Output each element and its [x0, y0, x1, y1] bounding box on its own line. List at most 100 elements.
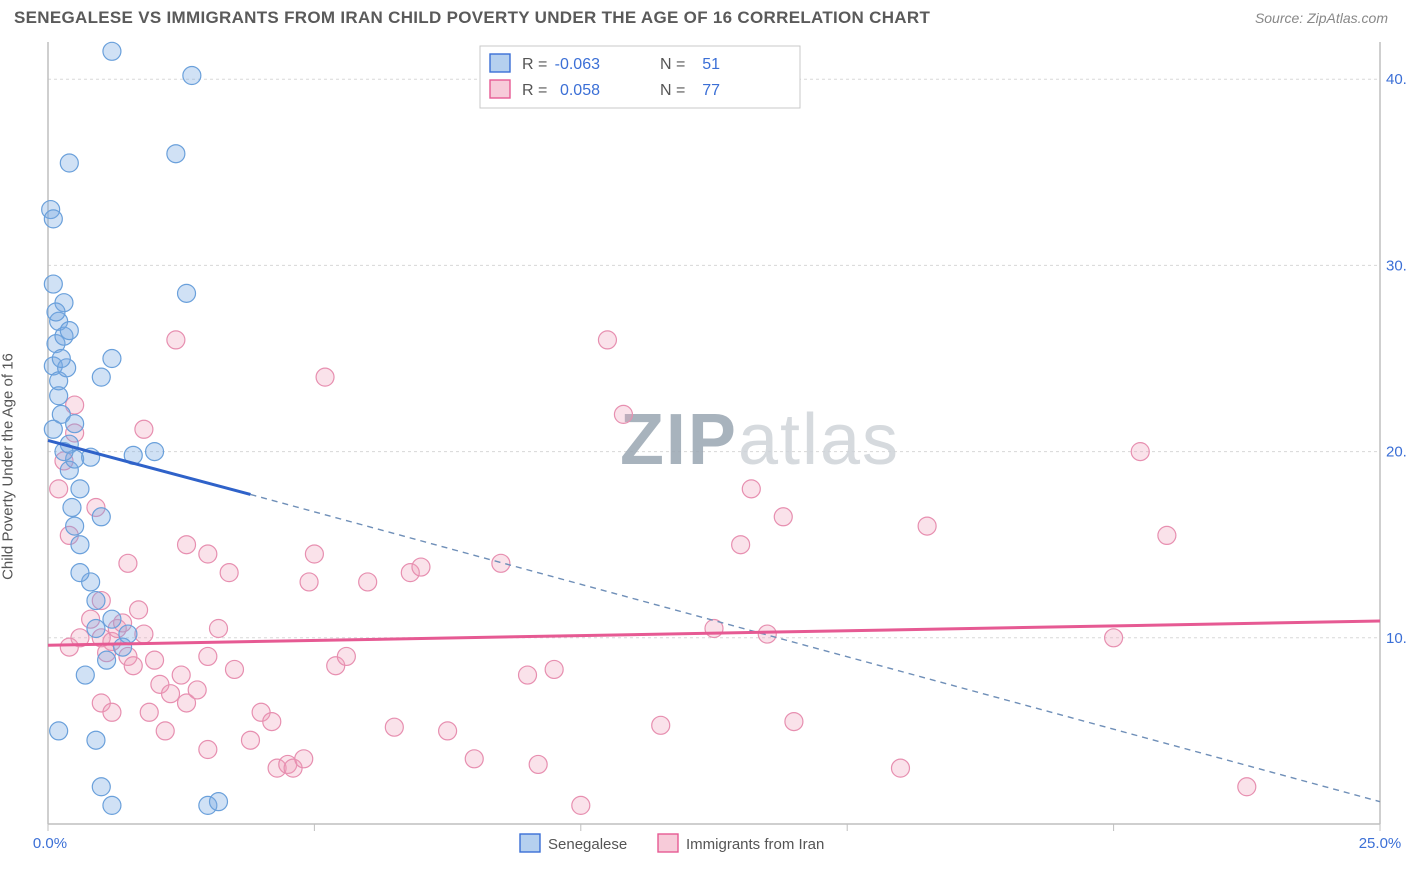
data-point-iran [225, 660, 243, 678]
data-point-iran [385, 718, 403, 736]
legend-swatch [490, 80, 510, 98]
data-point-senegalese [92, 368, 110, 386]
data-point-iran [316, 368, 334, 386]
data-point-iran [188, 681, 206, 699]
legend-series-label: Immigrants from Iran [686, 836, 824, 853]
data-point-iran [241, 731, 259, 749]
data-point-iran [1238, 778, 1256, 796]
legend-swatch [658, 834, 678, 852]
data-point-iran [199, 647, 217, 665]
data-point-iran [519, 666, 537, 684]
data-point-senegalese [178, 284, 196, 302]
data-point-iran [167, 331, 185, 349]
data-point-iran [774, 508, 792, 526]
data-point-senegalese [66, 517, 84, 535]
data-point-iran [140, 703, 158, 721]
legend-r-value: -0.063 [555, 56, 600, 73]
data-point-senegalese [87, 620, 105, 638]
data-point-iran [598, 331, 616, 349]
y-tick-label: 40.0% [1386, 71, 1406, 88]
data-point-iran [295, 750, 313, 768]
data-point-senegalese [71, 480, 89, 498]
data-point-iran [162, 685, 180, 703]
data-point-iran [732, 536, 750, 554]
data-point-iran [300, 573, 318, 591]
data-point-iran [652, 716, 670, 734]
data-point-senegalese [71, 536, 89, 554]
data-point-senegalese [87, 592, 105, 610]
data-point-iran [1131, 443, 1149, 461]
y-tick-label: 10.0% [1386, 630, 1406, 647]
data-point-senegalese [209, 793, 227, 811]
data-point-senegalese [76, 666, 94, 684]
data-point-senegalese [103, 350, 121, 368]
data-point-iran [50, 480, 68, 498]
data-point-senegalese [92, 778, 110, 796]
data-point-iran [439, 722, 457, 740]
data-point-senegalese [50, 722, 68, 740]
data-point-iran [545, 660, 563, 678]
data-point-iran [135, 625, 153, 643]
data-point-senegalese [66, 415, 84, 433]
data-point-senegalese [52, 350, 70, 368]
data-point-senegalese [71, 564, 89, 582]
data-point-senegalese [63, 498, 81, 516]
data-point-senegalese [146, 443, 164, 461]
data-point-iran [1158, 526, 1176, 544]
legend-r-value: 0.058 [560, 82, 600, 99]
data-point-iran [758, 625, 776, 643]
data-point-iran [572, 796, 590, 814]
data-point-iran [529, 755, 547, 773]
data-point-iran [209, 620, 227, 638]
data-point-iran [178, 536, 196, 554]
data-point-iran [60, 638, 78, 656]
data-point-iran [172, 666, 190, 684]
x-tick-label: 0.0% [33, 835, 67, 852]
data-point-senegalese [87, 731, 105, 749]
data-point-senegalese [60, 322, 78, 340]
data-point-senegalese [119, 625, 137, 643]
data-point-iran [103, 703, 121, 721]
title-bar: SENEGALESE VS IMMIGRANTS FROM IRAN CHILD… [0, 0, 1406, 34]
data-point-senegalese [103, 610, 121, 628]
data-point-iran [1105, 629, 1123, 647]
data-point-senegalese [44, 420, 62, 438]
data-point-senegalese [44, 275, 62, 293]
data-point-iran [918, 517, 936, 535]
data-point-iran [465, 750, 483, 768]
source-label: Source: ZipAtlas.com [1255, 10, 1388, 26]
data-point-iran [412, 558, 430, 576]
data-point-iran [156, 722, 174, 740]
data-point-senegalese [92, 508, 110, 526]
data-point-iran [199, 545, 217, 563]
data-point-iran [337, 647, 355, 665]
data-point-iran [124, 657, 142, 675]
chart-area: Child Poverty Under the Age of 16 ZIPatl… [0, 34, 1406, 882]
legend-n-label: N = [660, 82, 685, 99]
data-point-iran [492, 554, 510, 572]
data-point-senegalese [103, 42, 121, 60]
data-point-iran [891, 759, 909, 777]
data-point-iran [305, 545, 323, 563]
data-point-iran [199, 741, 217, 759]
legend-r-label: R = [522, 56, 547, 73]
data-point-iran [263, 713, 281, 731]
data-point-iran [146, 651, 164, 669]
data-point-senegalese [103, 796, 121, 814]
data-point-iran [359, 573, 377, 591]
legend-swatch [520, 834, 540, 852]
data-point-iran [220, 564, 238, 582]
scatter-plot: ZIPatlas R =-0.063N =51R =0.058N =77 Sen… [0, 34, 1406, 882]
x-tick-label: 25.0% [1359, 835, 1402, 852]
data-point-iran [130, 601, 148, 619]
legend-n-value: 77 [702, 82, 720, 99]
data-point-iran [785, 713, 803, 731]
data-point-senegalese [167, 145, 185, 163]
chart-title: SENEGALESE VS IMMIGRANTS FROM IRAN CHILD… [14, 8, 930, 28]
y-tick-label: 30.0% [1386, 257, 1406, 274]
trend-line-senegalese-extrap [250, 494, 1380, 801]
legend-n-label: N = [660, 56, 685, 73]
data-point-senegalese [183, 67, 201, 85]
y-tick-label: 20.0% [1386, 444, 1406, 461]
data-point-iran [119, 554, 137, 572]
